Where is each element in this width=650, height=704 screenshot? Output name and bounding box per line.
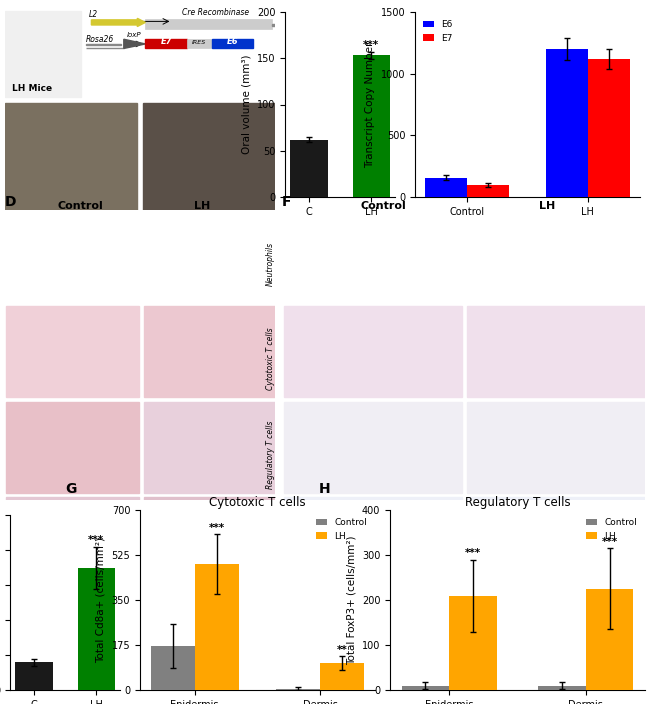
Text: Regulatory T cells: Regulatory T cells: [266, 420, 275, 489]
Text: Cre Recombinase: Cre Recombinase: [182, 8, 249, 17]
Text: Cytotoxic T cells: Cytotoxic T cells: [266, 327, 275, 390]
Title: Regulatory T cells: Regulatory T cells: [465, 496, 570, 509]
Bar: [449, 596, 497, 690]
Y-axis label: Total Cd8a+ (cells/mm²): Total Cd8a+ (cells/mm²): [96, 537, 106, 663]
Text: ***: ***: [601, 536, 618, 546]
Bar: [151, 646, 194, 690]
Bar: [146, 39, 187, 49]
Bar: [402, 686, 449, 690]
Y-axis label: Total FoxP3+ (cells/mm²): Total FoxP3+ (cells/mm²): [346, 535, 356, 665]
Text: Control: Control: [58, 201, 103, 210]
FancyArrow shape: [92, 18, 146, 27]
Bar: [211, 39, 254, 49]
Text: Neutrophils: Neutrophils: [266, 241, 275, 286]
Text: E7: E7: [161, 37, 172, 46]
Bar: [77, 567, 115, 690]
Bar: [284, 306, 462, 397]
Text: H: H: [318, 482, 330, 496]
Text: B: B: [252, 0, 263, 3]
Bar: [187, 39, 211, 49]
Bar: [144, 306, 276, 397]
Legend: Control, LH: Control, LH: [582, 515, 640, 544]
Bar: [144, 497, 276, 589]
Y-axis label: Oral volume (mm³): Oral volume (mm³): [241, 55, 251, 154]
Bar: [5, 11, 81, 97]
Text: A: A: [5, 0, 16, 1]
Bar: [588, 59, 630, 197]
Text: Control: Control: [361, 201, 406, 210]
Bar: [290, 139, 328, 197]
Text: loxP: loxP: [127, 32, 141, 38]
Bar: [146, 19, 272, 29]
Text: ***: ***: [88, 535, 104, 545]
Bar: [467, 402, 645, 493]
Text: ***: ***: [209, 523, 225, 534]
Legend: E6, E7: E6, E7: [419, 16, 456, 46]
Text: LH: LH: [194, 201, 210, 210]
Text: **: **: [337, 645, 348, 655]
Bar: [467, 184, 510, 197]
Bar: [6, 306, 138, 397]
Bar: [467, 306, 645, 397]
Text: F: F: [282, 195, 291, 209]
Polygon shape: [124, 39, 146, 49]
Bar: [284, 497, 462, 589]
Text: ***: ***: [363, 40, 380, 50]
Bar: [467, 497, 645, 589]
Text: D: D: [5, 195, 16, 209]
Bar: [143, 103, 275, 210]
Text: L2: L2: [88, 10, 98, 19]
Text: LH Mice: LH Mice: [12, 84, 52, 93]
Bar: [86, 48, 124, 49]
Bar: [144, 402, 276, 493]
Bar: [6, 497, 138, 589]
Bar: [5, 103, 137, 210]
Text: G: G: [65, 482, 76, 496]
Text: LH: LH: [539, 201, 555, 210]
Bar: [284, 402, 462, 493]
Bar: [194, 564, 239, 690]
Bar: [6, 402, 138, 493]
Bar: [538, 686, 586, 690]
Bar: [320, 663, 364, 690]
Bar: [545, 49, 588, 197]
Text: ***: ***: [465, 548, 481, 558]
Legend: Control, LH: Control, LH: [313, 515, 370, 544]
Y-axis label: Transcript Copy Number: Transcript Copy Number: [365, 42, 375, 168]
Bar: [586, 589, 633, 690]
Bar: [425, 178, 467, 197]
Text: C: C: [365, 0, 376, 3]
Title: Cytotoxic T cells: Cytotoxic T cells: [209, 496, 306, 509]
Text: IRES: IRES: [192, 40, 207, 45]
Bar: [15, 662, 53, 690]
Bar: [352, 56, 390, 197]
Text: Rosa26: Rosa26: [86, 35, 114, 44]
Text: E6: E6: [227, 37, 239, 46]
Bar: [276, 689, 320, 690]
